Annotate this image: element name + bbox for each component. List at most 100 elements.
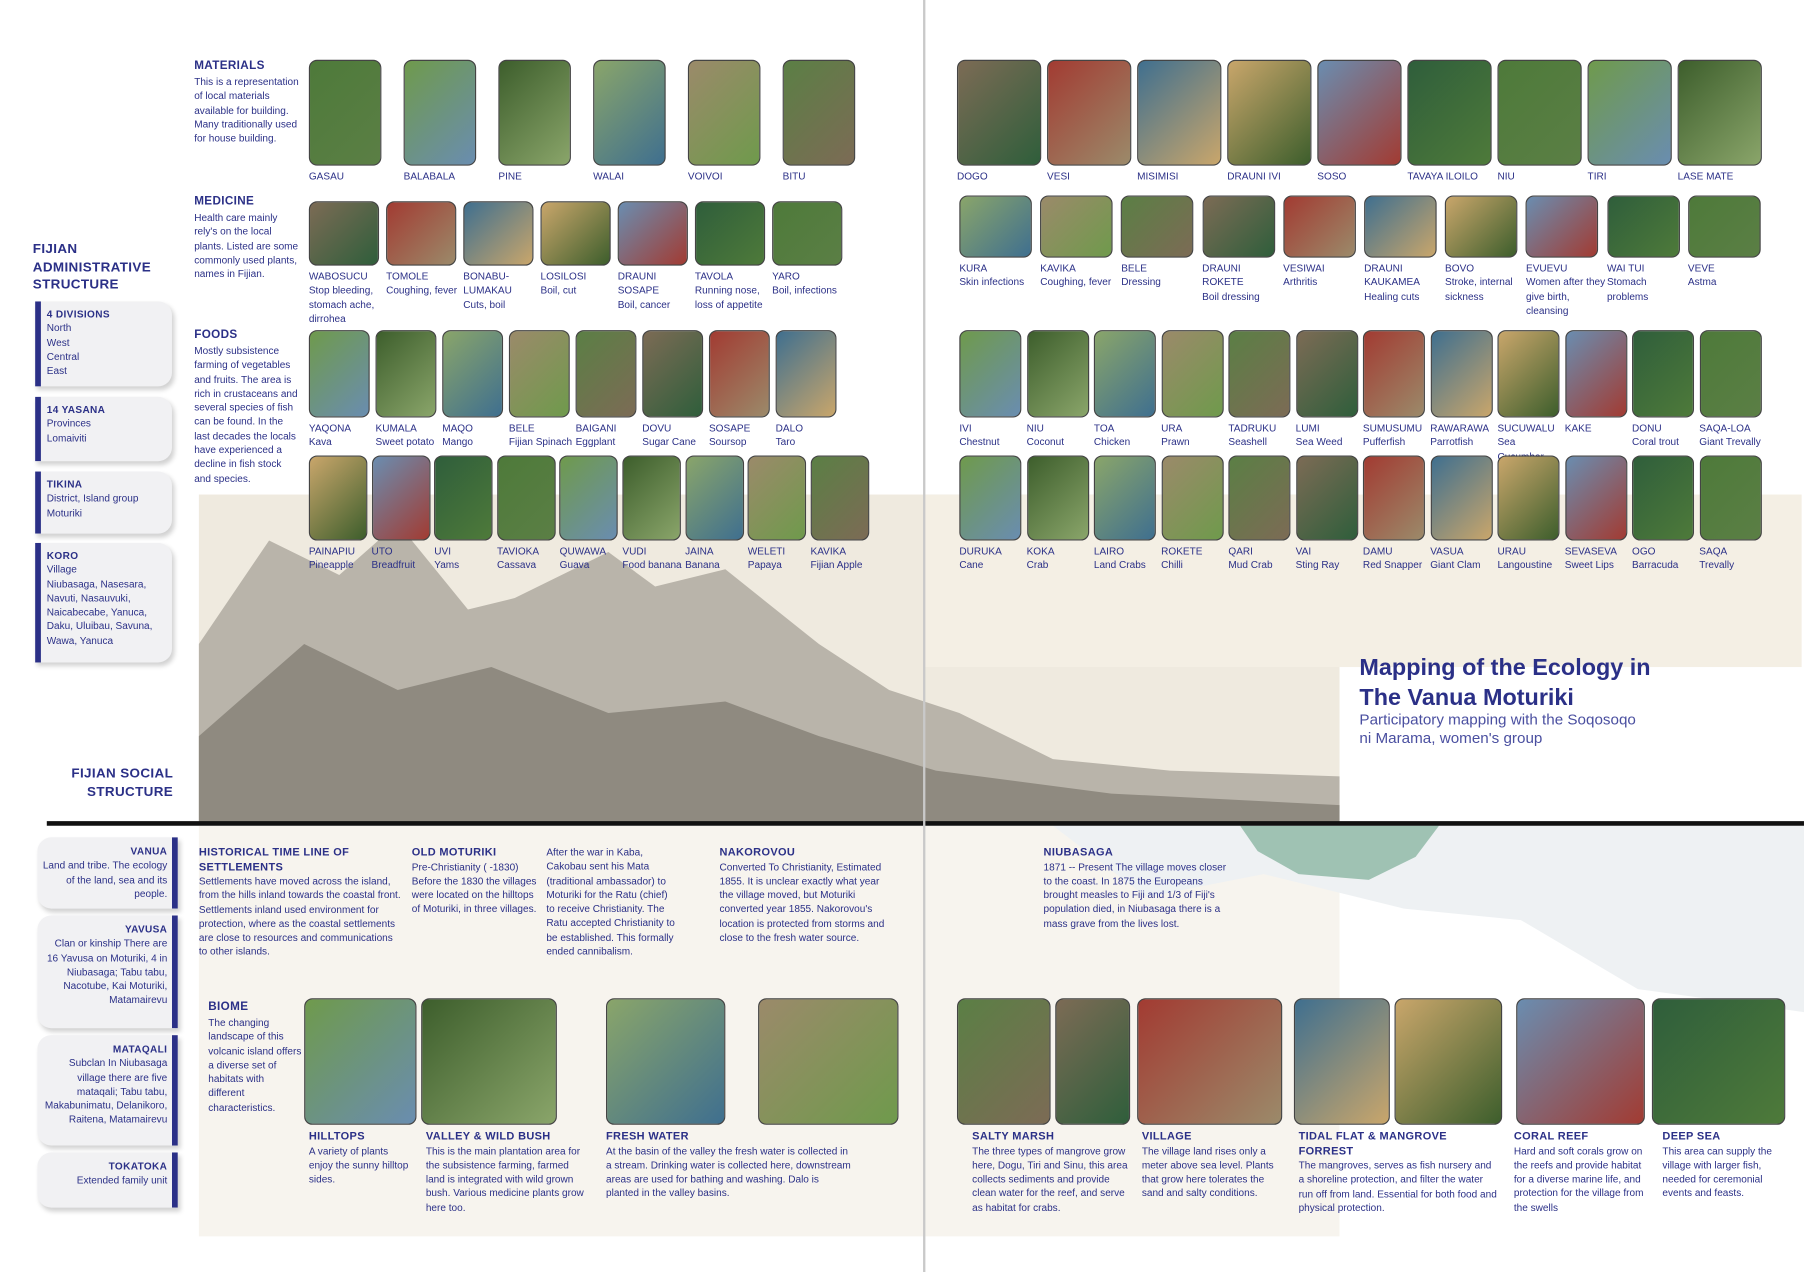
photo (687, 59, 761, 166)
photo (575, 330, 637, 418)
item-label: BELE Dressing (1121, 261, 1201, 289)
item-use: Food banana (622, 559, 682, 571)
habitat-title: VILLAGE (1141, 1129, 1192, 1143)
item-use: Prawn (1161, 436, 1190, 448)
photo (1137, 998, 1283, 1125)
photo (1606, 195, 1680, 258)
photo (959, 330, 1022, 418)
item-label: BITU (783, 169, 865, 183)
item-label: IVI Chestnut (959, 421, 1026, 449)
photo (772, 201, 843, 266)
item-label: DAMU Red Snapper (1363, 544, 1430, 572)
photo (810, 455, 869, 541)
subtitle: Participatory mapping with the Soqosoqo … (1359, 710, 1636, 747)
item-use: Giant Trevally (1699, 436, 1761, 448)
item-name: VESIWAI (1283, 262, 1325, 274)
item-name: DRAUNI KAUKAMEA (1364, 262, 1420, 288)
item-label: VASUA Giant Clam (1430, 544, 1497, 572)
item-use: Mango (442, 436, 473, 448)
photo (1161, 330, 1224, 418)
section-text: Mostly subsistence farming of vegetables… (194, 345, 298, 484)
item-label: ROKETE Chilli (1161, 544, 1228, 572)
item-use: Fijian Apple (810, 559, 863, 571)
social-box: TOKATOKA Extended family unit (37, 1152, 178, 1208)
item-use: Taro (775, 436, 796, 448)
item-name: DONU (1632, 422, 1662, 434)
item-name: KAVIKA (810, 545, 847, 557)
item-use: Sting Ray (1295, 559, 1340, 571)
item-name: TIRI (1587, 170, 1607, 182)
item-name: VEVE (1687, 262, 1715, 274)
item-name: RAWARAWA (1430, 422, 1490, 434)
photo (1497, 330, 1560, 418)
item-label: KURA Skin infections (959, 261, 1039, 289)
item-name: URA (1161, 422, 1183, 434)
item-label: TOA Chicken (1094, 421, 1161, 449)
item-use: Banana (685, 559, 720, 571)
section-text: This is a representation of local materi… (194, 75, 299, 144)
photo (308, 330, 370, 418)
item-label: SEVASEVA Sweet Lips (1565, 544, 1632, 572)
photo (1632, 330, 1695, 418)
item-use: Sea Weed (1295, 436, 1343, 448)
item-use: Cuts, boil (463, 298, 506, 311)
social-text: TOKATOKA Extended family unit (42, 1159, 168, 1187)
item-label: DOGO (957, 169, 1046, 183)
item-use: Arthritis (1283, 276, 1318, 288)
admin-title: KORO (46, 549, 79, 562)
item-label: DRAUNI KAUKAMEA Healing cuts (1364, 261, 1444, 303)
item-name: VOIVOI (687, 170, 723, 182)
item-label: LOSILOSI Boil, cut (540, 269, 615, 297)
item-use: Coughing, fever (386, 284, 458, 296)
item-use: Guava (559, 559, 590, 571)
timeline-title: NIUBASAGA (1043, 845, 1114, 858)
item-name: TAVOLA (694, 270, 734, 282)
item-use: Skin infections (959, 276, 1025, 288)
admin-line: North (46, 322, 72, 334)
item-label: VESI (1047, 169, 1136, 183)
item-name: BONABU-LUMAKAU (463, 270, 512, 296)
photo (1564, 330, 1627, 418)
item-use: Trevally (1699, 559, 1735, 571)
item-label: RAWARAWA Parrotfish (1430, 421, 1497, 449)
admin-box: 14 YASANA Provinces Lomaiviti (35, 396, 172, 462)
item-label: WELETI Papaya (748, 544, 809, 572)
item-use: Pufferfish (1362, 436, 1406, 448)
photo (1362, 455, 1425, 541)
item-name: LASE MATE (1677, 170, 1734, 182)
item-name: SUMUSUMU (1362, 422, 1423, 434)
habitat: VILLAGE The village land rises only a met… (1142, 1129, 1285, 1200)
item-label: BELE Fijian Spinach (509, 421, 575, 449)
item-name: DALO (775, 422, 804, 434)
social-body: Extended family unit (76, 1174, 168, 1187)
photo (1283, 195, 1356, 258)
item-name: BALABALA (403, 170, 456, 182)
item-name: JAINA (685, 545, 714, 557)
social-box: VANUA Land and tribe. The ecology of the … (37, 837, 178, 909)
item-name: DURUKA (959, 545, 1002, 557)
photo (642, 330, 704, 418)
item-label: VESIWAI Arthritis (1283, 261, 1363, 289)
admin-line: Central (46, 350, 80, 363)
admin-box: TIKINA District, Island group Moturiki (35, 471, 172, 534)
item-name: YARO (772, 270, 800, 282)
photo (1430, 330, 1493, 418)
photo (708, 330, 770, 418)
item-label: YAQONA Kava (309, 421, 375, 449)
timeline-column: After the war in Kaba, Cakobau sent his … (546, 845, 675, 958)
item-label: LUMI Sea Weed (1296, 421, 1363, 449)
item-label: VEVE Astma (1688, 261, 1768, 289)
section-title: MATERIALS (194, 59, 265, 73)
item-label: TAVOLA Running nose, loss of appetite (695, 269, 770, 311)
timeline-text: After the war in Kaba, Cakobau sent his … (546, 846, 675, 957)
habitat: HILLTOPS A variety of plants enjoy the su… (309, 1129, 414, 1186)
admin-line: Niubasaga, Nasesara, Navuti, Nasauvuki, … (46, 578, 153, 647)
item-label: QARI Mud Crab (1228, 544, 1295, 572)
social-title: MATAQALI (112, 1043, 168, 1055)
item-label: URA Prawn (1161, 421, 1228, 449)
habitat-text: Hard and soft corals grow on the reefs a… (1513, 1144, 1644, 1213)
social-body: Clan or kinship There are 16 Yavusa on M… (46, 937, 168, 1006)
item-label: LASE MATE (1678, 169, 1767, 183)
item-use: Cane (959, 559, 984, 571)
item-use: Crab (1026, 559, 1049, 571)
